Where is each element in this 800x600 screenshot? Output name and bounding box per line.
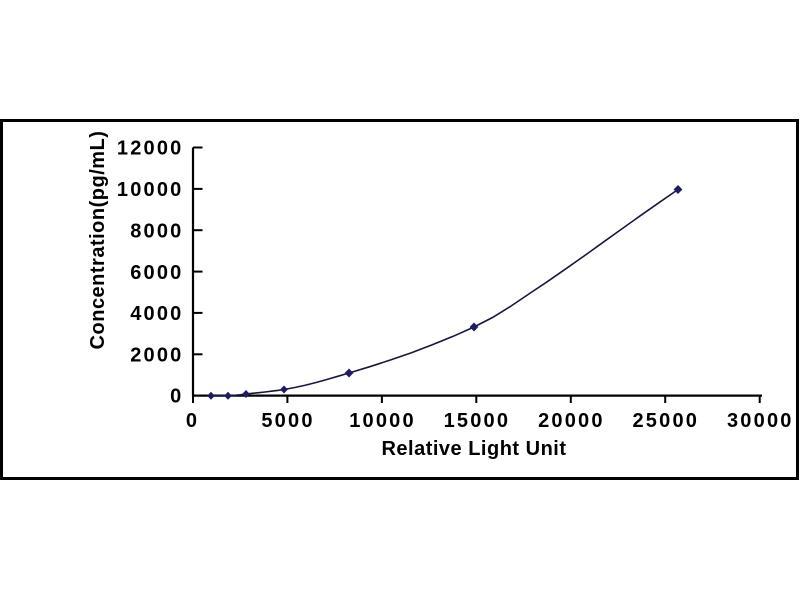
- svg-text:15000: 15000: [444, 410, 511, 432]
- svg-text:10000: 10000: [349, 410, 416, 432]
- svg-text:8000: 8000: [130, 220, 183, 242]
- svg-text:6000: 6000: [130, 262, 183, 284]
- svg-text:2000: 2000: [130, 344, 183, 366]
- svg-text:5000: 5000: [261, 410, 314, 432]
- svg-text:30000: 30000: [727, 410, 794, 432]
- svg-text:4000: 4000: [130, 303, 183, 325]
- svg-text:0: 0: [186, 410, 199, 432]
- svg-text:0: 0: [170, 386, 183, 408]
- svg-text:10000: 10000: [117, 179, 184, 201]
- svg-text:Concentration(pg/mL): Concentration(pg/mL): [87, 131, 109, 350]
- svg-text:20000: 20000: [538, 410, 605, 432]
- svg-text:25000: 25000: [632, 410, 699, 432]
- svg-text:12000: 12000: [117, 137, 184, 159]
- svg-text:Relative Light Unit: Relative Light Unit: [381, 438, 566, 460]
